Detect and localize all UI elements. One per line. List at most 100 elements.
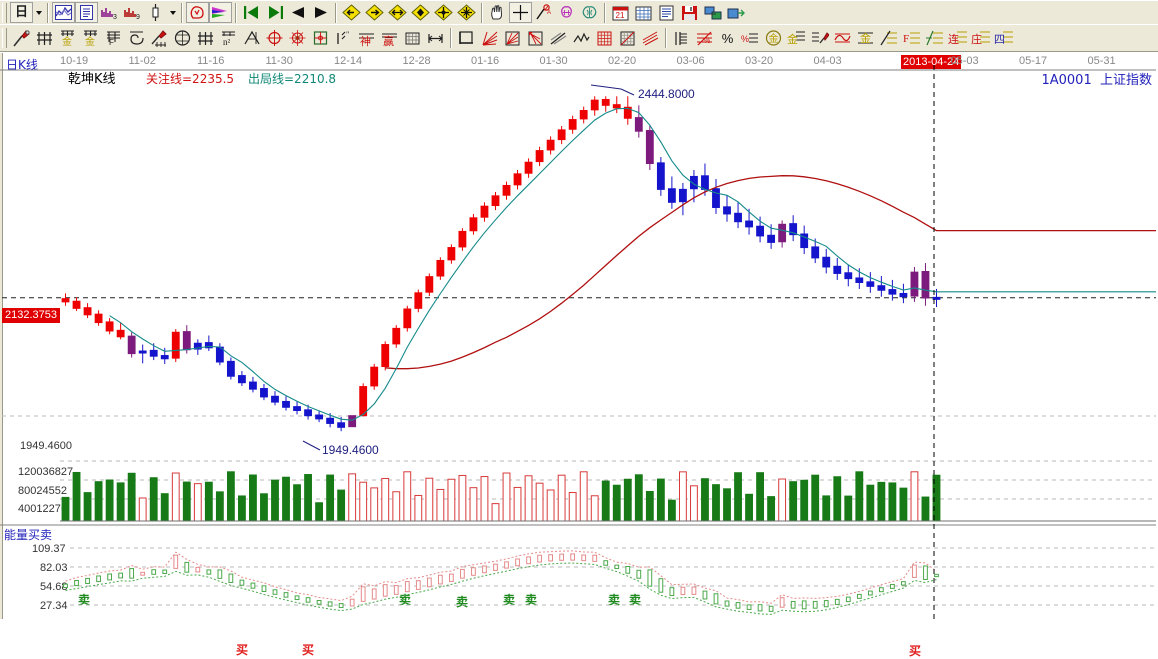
last-page-button[interactable] bbox=[263, 2, 286, 23]
peak-callout: 2444.8000 bbox=[638, 87, 695, 101]
pen-tool[interactable] bbox=[10, 28, 33, 49]
candle-style-caret[interactable] bbox=[167, 2, 178, 23]
pen-scale-tool[interactable] bbox=[148, 28, 171, 49]
overlay-lines-button[interactable] bbox=[52, 2, 75, 23]
candle-style-button[interactable] bbox=[144, 2, 167, 23]
golden-ratio-tool-2[interactable]: 金 bbox=[79, 28, 102, 49]
percent-grid-tool[interactable]: F bbox=[102, 28, 125, 49]
network-button[interactable] bbox=[701, 2, 724, 23]
trend-pair-tool[interactable] bbox=[547, 28, 570, 49]
svg-text:神: 神 bbox=[360, 34, 371, 47]
gold-circle-tool[interactable]: 金 bbox=[762, 28, 785, 49]
report-button[interactable] bbox=[75, 2, 98, 23]
period-day-button[interactable]: 日 bbox=[10, 2, 33, 23]
transfer-button[interactable] bbox=[724, 2, 747, 23]
slope-tool[interactable] bbox=[877, 28, 900, 49]
gold-split-tool[interactable]: 金 bbox=[854, 28, 877, 49]
shen-line-tool[interactable]: 神 bbox=[355, 28, 378, 49]
percent-fib-tool[interactable]: % bbox=[693, 28, 716, 49]
sell-signal-marker: 卖 bbox=[525, 593, 538, 607]
drawing-toolbar-separator-1 bbox=[450, 28, 452, 48]
chart-canvas[interactable]: 日K线 乾坤K线 关注线=2235.5 出局线=2210.8 1A0001 上证… bbox=[0, 53, 1158, 658]
marker-pen-tool[interactable] bbox=[808, 28, 831, 49]
save-button[interactable] bbox=[678, 2, 701, 23]
chart-graphics bbox=[0, 65, 1156, 619]
step-back-button[interactable] bbox=[286, 2, 309, 23]
period-dropdown-caret[interactable] bbox=[33, 2, 44, 23]
percent-level-tool[interactable]: % bbox=[739, 28, 762, 49]
indicator-3-button[interactable]: 3 bbox=[98, 2, 121, 23]
fan-lines-tool[interactable] bbox=[478, 28, 501, 49]
svg-text:A: A bbox=[547, 10, 551, 16]
pattern-scan-button[interactable] bbox=[186, 2, 209, 23]
svg-text:连: 连 bbox=[948, 33, 959, 46]
toolbar-separator bbox=[47, 2, 49, 23]
lian-tool[interactable]: 连 bbox=[946, 28, 969, 49]
grid-a-tool[interactable] bbox=[593, 28, 616, 49]
zigzag-tool[interactable] bbox=[570, 28, 593, 49]
rect-select-tool[interactable] bbox=[455, 28, 478, 49]
fan-fill-tool[interactable] bbox=[501, 28, 524, 49]
ladder-tool[interactable] bbox=[670, 28, 693, 49]
step-forward-button[interactable] bbox=[309, 2, 332, 23]
date-tick: 10-19 bbox=[60, 55, 89, 67]
flower-marker-tool[interactable] bbox=[555, 2, 578, 23]
star-target-tool[interactable] bbox=[286, 28, 309, 49]
fang-tool[interactable]: 庄 bbox=[969, 28, 992, 49]
grid-lines-tool[interactable] bbox=[194, 28, 217, 49]
notes-button[interactable] bbox=[655, 2, 678, 23]
date-tick: 01-16 bbox=[471, 55, 500, 67]
grid-table-button[interactable] bbox=[632, 2, 655, 23]
brain-analysis-button[interactable] bbox=[578, 2, 601, 23]
circle-scale-tool[interactable] bbox=[171, 28, 194, 49]
arrow-fan-tool[interactable] bbox=[524, 28, 547, 49]
calendar-button[interactable]: 21 bbox=[609, 2, 632, 23]
f-slope-tool[interactable]: F bbox=[900, 28, 923, 49]
zoom-horizontal-button[interactable] bbox=[386, 2, 409, 23]
sell-signal-marker: 卖 bbox=[503, 593, 516, 607]
svg-text:庄: 庄 bbox=[971, 32, 982, 46]
buy-signal-marker: 买 bbox=[236, 643, 249, 657]
color-spectrum-button[interactable] bbox=[209, 2, 232, 23]
parallel-lines-tool[interactable] bbox=[639, 28, 662, 49]
first-page-button[interactable] bbox=[240, 2, 263, 23]
ying-line-tool[interactable]: 赢 bbox=[378, 28, 401, 49]
percent-tool[interactable]: % bbox=[716, 28, 739, 49]
gold-slope-tool[interactable] bbox=[923, 28, 946, 49]
svg-text:": " bbox=[346, 30, 349, 39]
spiral-tool[interactable] bbox=[125, 28, 148, 49]
tick-marks-tool[interactable]: " bbox=[332, 28, 355, 49]
wave-tool[interactable] bbox=[831, 28, 854, 49]
zoom-fit-button[interactable] bbox=[432, 2, 455, 23]
toolbar-grip[interactable] bbox=[2, 2, 7, 23]
span-measure-tool[interactable] bbox=[424, 28, 447, 49]
grid-b-tool[interactable] bbox=[616, 28, 639, 49]
box-target-tool[interactable] bbox=[309, 28, 332, 49]
date-tick: 11-02 bbox=[128, 55, 156, 67]
drawing-toolbar-grip[interactable] bbox=[2, 28, 7, 48]
golden-ratio-tool-1[interactable]: 金 bbox=[56, 28, 79, 49]
svg-text:21: 21 bbox=[616, 11, 625, 20]
angle-tool[interactable] bbox=[240, 28, 263, 49]
price-axis-label-min: 1949.4600 bbox=[20, 440, 72, 452]
zoom-diamond-button[interactable] bbox=[409, 2, 432, 23]
n-squared-tool[interactable]: n² bbox=[217, 28, 240, 49]
zoom-right-button[interactable] bbox=[363, 2, 386, 23]
crosshair-tool[interactable] bbox=[509, 2, 532, 23]
indicator-axis-label-2: 82.03 bbox=[40, 562, 68, 574]
hand-pan-tool[interactable] bbox=[486, 2, 509, 23]
date-tick: 03-20 bbox=[745, 55, 774, 67]
si-tool[interactable]: 四 bbox=[992, 28, 1015, 49]
zoom-left-button[interactable] bbox=[340, 2, 363, 23]
gold-level-tool[interactable]: 金 bbox=[785, 28, 808, 49]
mesh-grid-tool[interactable] bbox=[401, 28, 424, 49]
indicator-9-button[interactable]: 9 bbox=[121, 2, 144, 23]
alert-pin-tool[interactable]: A bbox=[532, 2, 555, 23]
sell-signal-marker: 卖 bbox=[78, 593, 91, 607]
crosshair-target-tool[interactable] bbox=[263, 28, 286, 49]
svg-text:金: 金 bbox=[62, 35, 72, 47]
zoom-expand-button[interactable] bbox=[455, 2, 478, 23]
gann-grid-tool[interactable] bbox=[33, 28, 56, 49]
date-tick: 01-30 bbox=[539, 55, 568, 67]
kline-panel-title: 日K线 bbox=[6, 58, 38, 72]
